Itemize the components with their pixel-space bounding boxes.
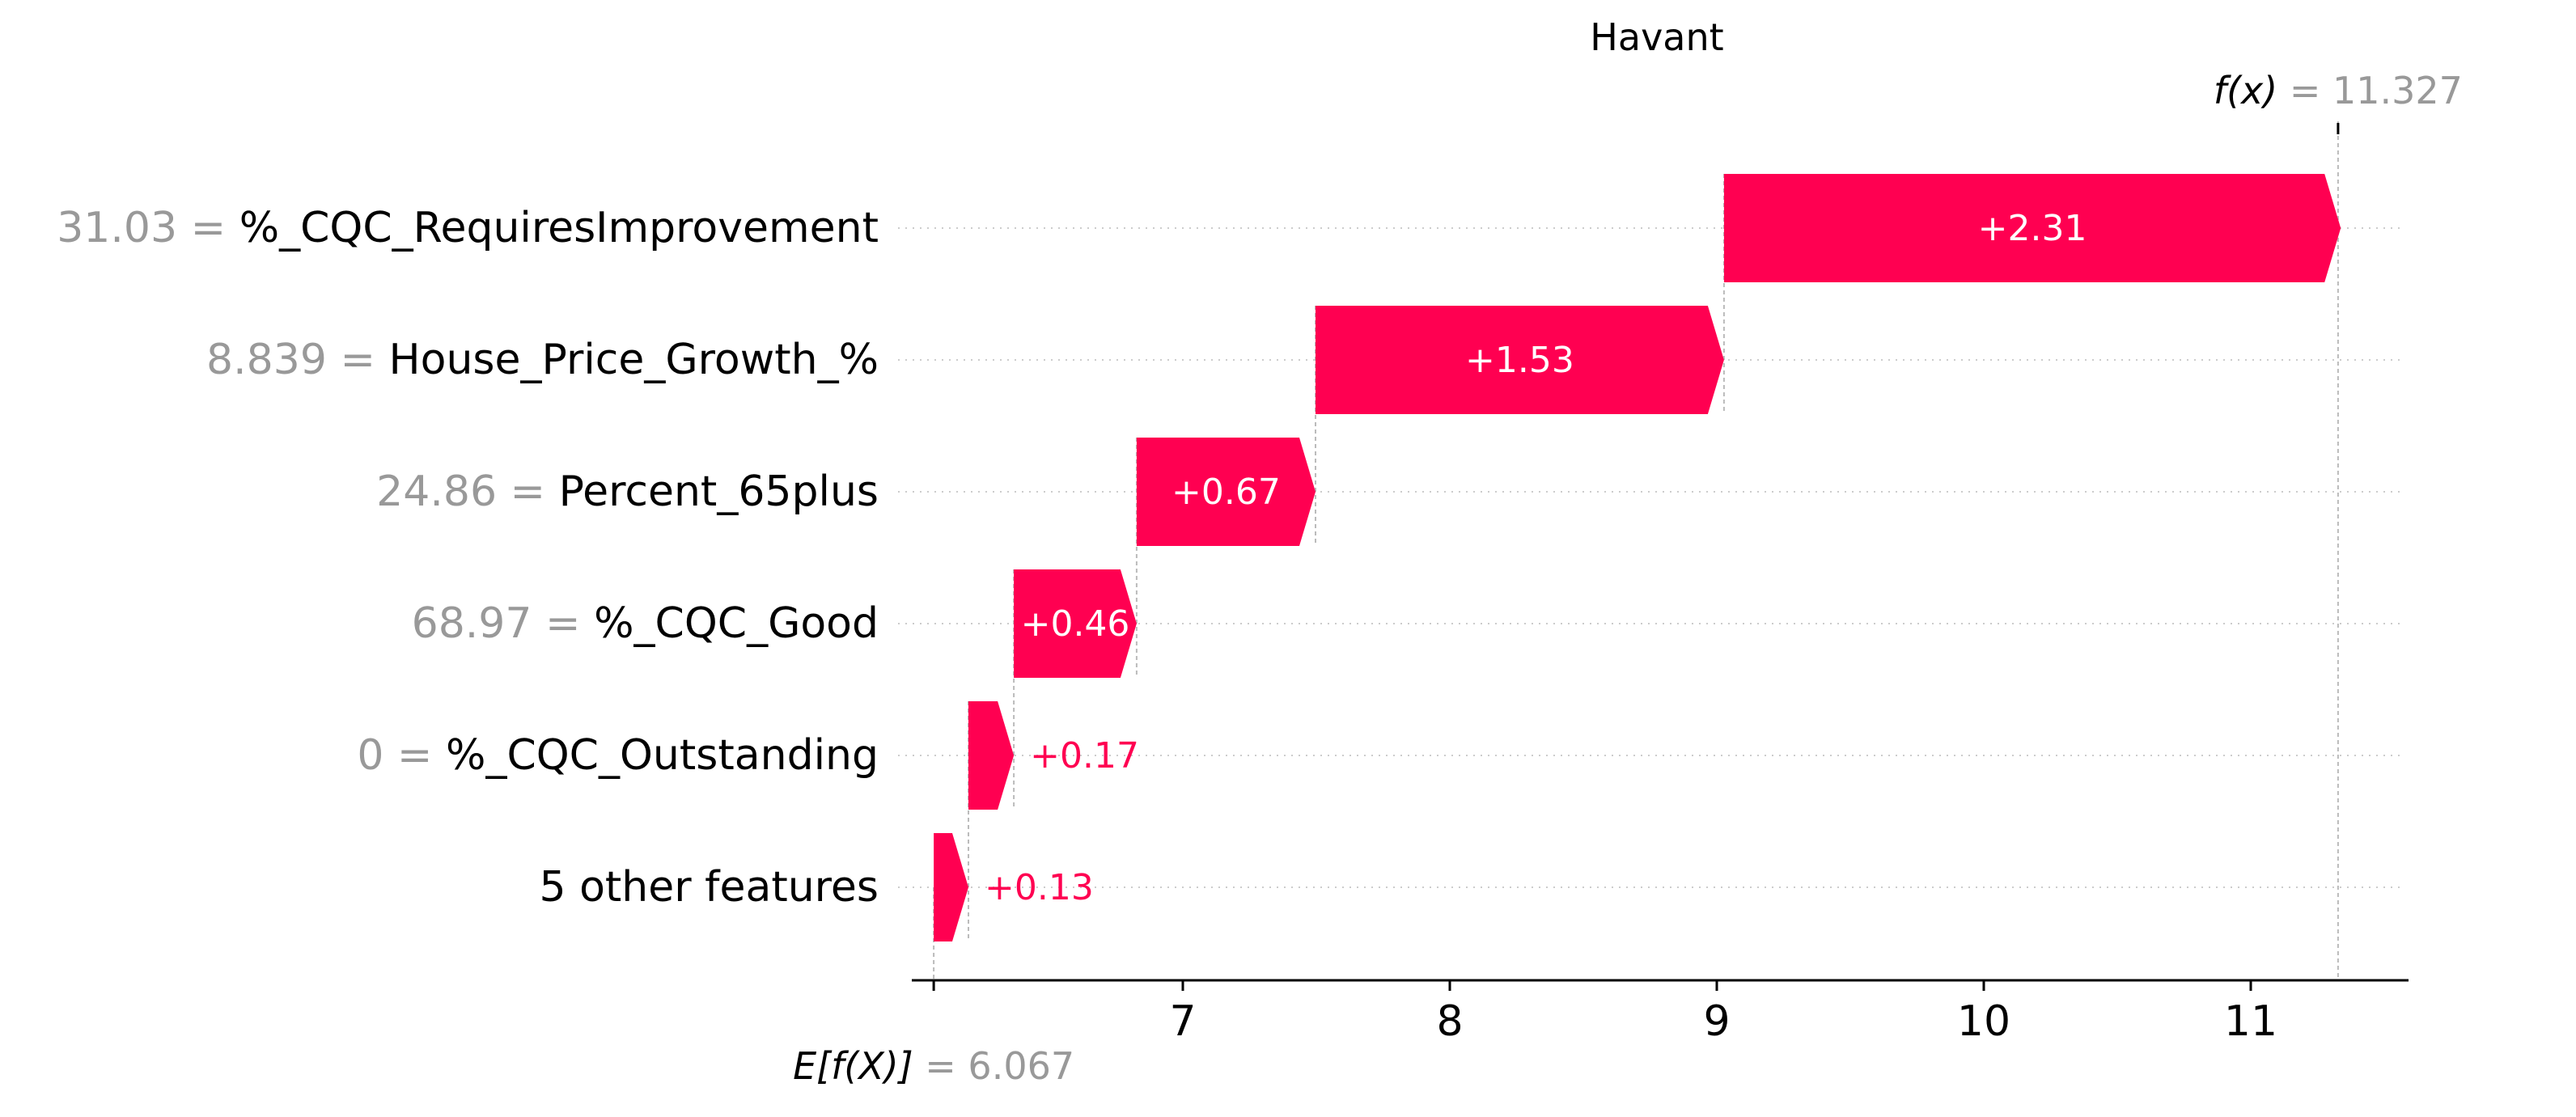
bar-value-label: +0.17 <box>1030 735 1139 776</box>
feature-value: 0 = <box>357 731 446 780</box>
x-tick-label: 8 <box>1436 997 1463 1046</box>
feature-name: Percent_65plus <box>559 468 879 516</box>
bar-value-label: +0.46 <box>1021 603 1130 645</box>
feature-name: %_CQC_Outstanding <box>446 731 879 780</box>
feature-label: 0 = %_CQC_Outstanding <box>357 731 879 780</box>
base-value-symbol: E[f(X)] <box>793 1044 925 1088</box>
x-tick-label: 11 <box>2224 997 2277 1046</box>
feature-name: %_CQC_Good <box>594 599 879 648</box>
bar-value-label: +0.13 <box>985 867 1094 908</box>
feature-value: 8.839 = <box>206 336 389 384</box>
feature-value: 68.97 = <box>412 599 595 648</box>
bar-value-label: +2.31 <box>1978 208 2087 249</box>
feature-label: 5 other features <box>539 863 879 912</box>
shap-bar <box>1316 306 1724 414</box>
base-value-number: = 6.067 <box>925 1044 1074 1088</box>
x-tick-label: 7 <box>1169 997 1196 1046</box>
feature-name: 5 other features <box>539 863 879 912</box>
bar-value-label: +1.53 <box>1465 340 1574 381</box>
feature-label: 31.03 = %_CQC_RequiresImprovement <box>57 204 879 252</box>
x-tick-label: 10 <box>1957 997 2010 1046</box>
shap-bar <box>968 701 1015 810</box>
output-value-symbol: f(x) <box>2214 69 2290 112</box>
shap-bar <box>1136 438 1316 546</box>
x-tick-label: 9 <box>1703 997 1730 1046</box>
shap-bar <box>934 833 969 941</box>
feature-label: 8.839 = House_Price_Growth_% <box>206 336 879 384</box>
feature-name: House_Price_Growth_% <box>389 336 879 384</box>
shap-bar <box>1014 569 1137 678</box>
feature-value: 31.03 = <box>57 204 239 252</box>
bar-value-label: +0.67 <box>1171 472 1281 513</box>
feature-name: %_CQC_RequiresImprovement <box>239 204 879 252</box>
shap-bar <box>1723 174 2341 282</box>
output-value-label: f(x) = 11.327 <box>2214 69 2463 112</box>
feature-label: 24.86 = Percent_65plus <box>376 468 879 516</box>
feature-value: 24.86 = <box>376 468 559 516</box>
output-value-number: = 11.327 <box>2290 69 2463 112</box>
feature-label: 68.97 = %_CQC_Good <box>412 599 879 648</box>
base-value-label: E[f(X)] = 6.067 <box>793 1044 1074 1088</box>
chart-title: Havant <box>1590 15 1723 59</box>
